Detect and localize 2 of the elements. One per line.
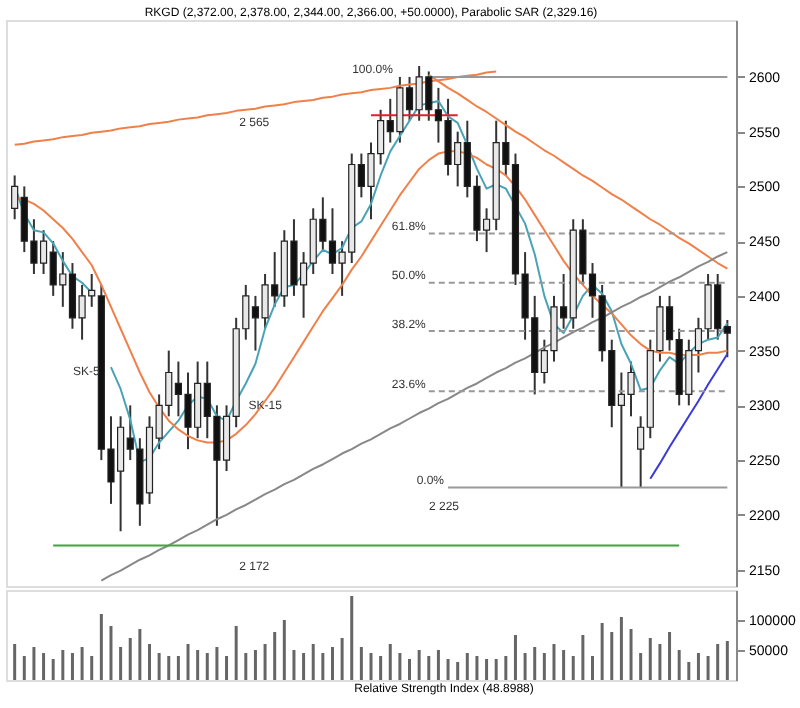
line-series [649, 352, 729, 480]
line-series [100, 251, 729, 582]
